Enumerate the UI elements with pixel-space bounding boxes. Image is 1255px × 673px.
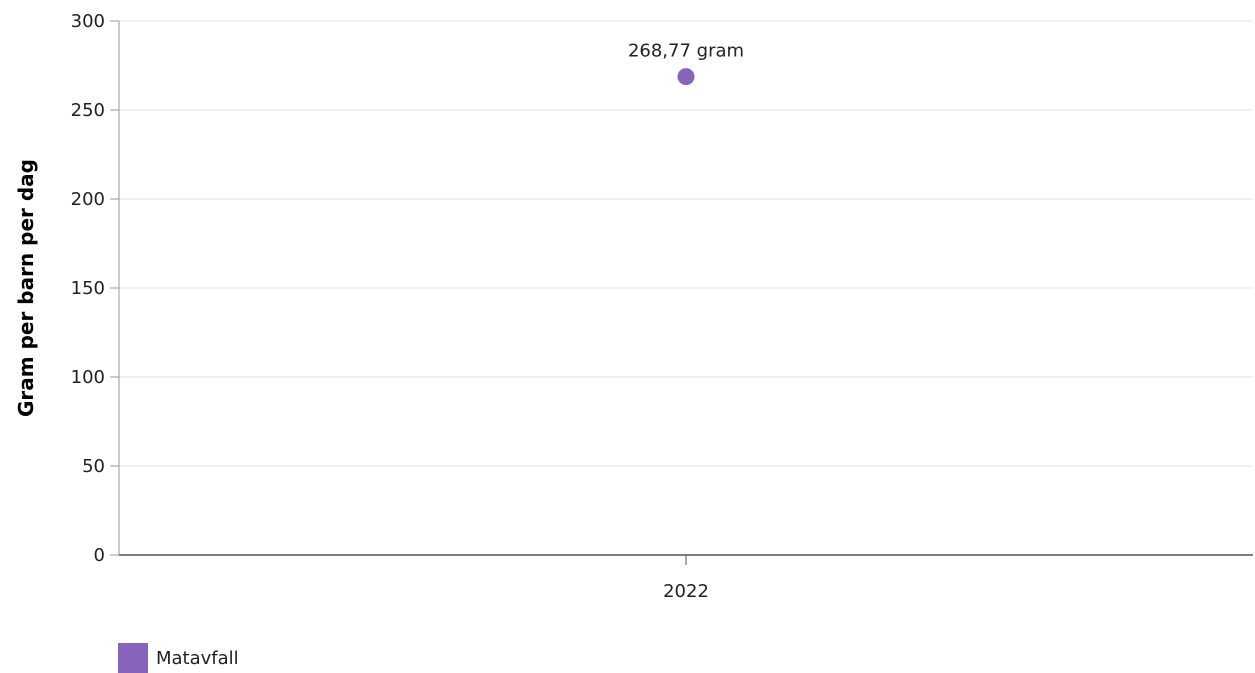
y-axis-title: Gram per barn per dag — [14, 159, 38, 417]
y-tick-label-0: 0 — [94, 545, 105, 566]
data-points: 268,77 gram — [628, 41, 744, 86]
data-point-2022 — [677, 68, 695, 86]
chart: 0 50 100 150 200 250 300 2022 Gram per barn pe… — [14, 11, 1253, 602]
y-tick-label-300: 300 — [71, 11, 105, 32]
legend-label-matavfall: Matavfall — [156, 647, 239, 669]
y-tick-label-150: 150 — [71, 278, 105, 299]
y-tick-label-100: 100 — [71, 367, 105, 388]
x-axis-ticks: 2022 — [663, 555, 709, 602]
legend-swatch-matavfall — [118, 643, 148, 673]
grid-lines — [119, 20, 1253, 467]
y-tick-label-250: 250 — [71, 100, 105, 121]
y-tick-label-200: 200 — [71, 189, 105, 210]
x-tick-label-2022: 2022 — [663, 581, 709, 602]
data-label-2022: 268,77 gram — [628, 41, 744, 62]
y-tick-label-50: 50 — [82, 456, 105, 477]
y-axis-ticks: 0 50 100 150 200 250 300 — [71, 11, 119, 566]
legend: Matavfall — [118, 643, 239, 673]
